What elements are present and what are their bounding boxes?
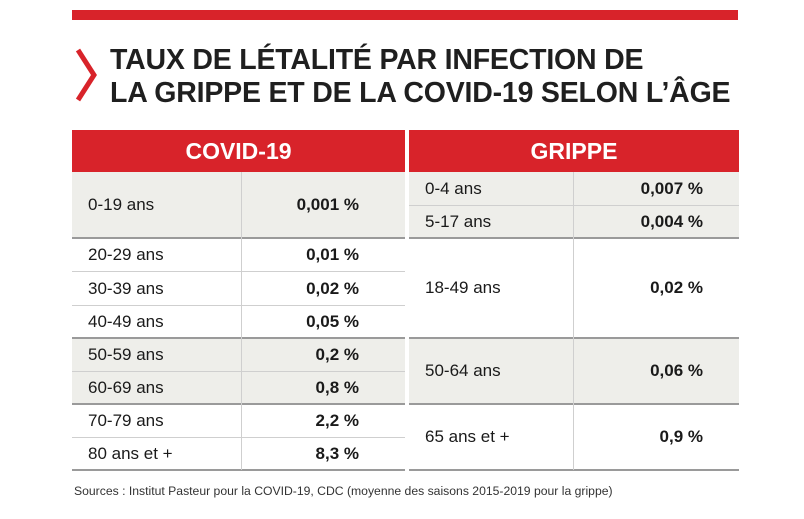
grippe-row-divider [409,205,739,206]
grippe-age-cell: 5-17 ans [425,212,492,231]
grippe-header-label: GRIPPE [530,137,618,164]
source-note: Sources : Institut Pasteur pour la COVID… [74,484,613,498]
covid-rate-cell: 0,05 % [306,312,359,331]
grippe-age-cell: 50-64 ans [425,361,501,380]
covid-group-separator [72,337,405,339]
grippe-rate-cell: 0,9 % [659,427,703,446]
covid-group-separator [72,403,405,405]
covid-row-divider [72,371,405,372]
covid-rate-cell: 0,2 % [315,345,359,364]
covid-rate-cell: 0,01 % [306,244,359,264]
grippe-rate-cell: 0,004 % [640,212,703,231]
covid-rate-cell: 2,2 % [315,411,359,430]
top-accent-bar [72,10,738,20]
grippe-group-separator [409,403,739,405]
covid-rate-cell: 8,3 % [315,444,359,463]
page-title: TAUX DE LÉTALITÉ PAR INFECTION DE LA GRI… [110,44,750,110]
covid-age-cell: 40-49 ans [88,312,164,331]
grippe-group-separator [409,337,739,339]
grippe-rate-cell: 0,02 % [650,278,703,297]
grippe-band-3 [409,338,739,404]
title-line-1: TAUX DE LÉTALITÉ PAR INFECTION DE [110,44,644,76]
title-line-2: LA GRIPPE ET DE LA COVID-19 SELON L’ÂGE [110,77,731,109]
covid-age-cell: 30-39 ans [88,278,164,298]
covid-rate-cell: 0,02 % [306,278,359,298]
covid-column-divider [241,172,242,470]
grippe-rate-cell: 0,06 % [650,361,703,380]
covid-column-header: COVID-19 [72,130,405,172]
grippe-age-cell: 18-49 ans [425,278,501,297]
chevron-right-icon [75,48,97,102]
grippe-column-header: GRIPPE [409,130,739,172]
grippe-age-cell: 0-4 ans [425,178,482,198]
covid-row-divider [72,271,405,272]
grippe-group-separator [409,237,739,239]
grippe-bottom-border [409,469,739,471]
covid-row-divider [72,305,405,306]
covid-bottom-border [72,469,405,471]
covid-age-cell: 60-69 ans [88,378,164,397]
covid-age-cell: 20-29 ans [88,244,164,264]
covid-age-cell: 70-79 ans [88,411,164,430]
covid-age-cell: 50-59 ans [88,345,164,364]
covid-row-divider [72,437,405,438]
covid-header-label: COVID-19 [185,137,292,164]
covid-age-cell: 80 ans et + [88,444,173,463]
covid-rate-cell: 0,001 % [296,195,359,214]
covid-age-cell: 0-19 ans [88,195,155,214]
grippe-rate-cell: 0,007 % [640,178,703,198]
covid-group-separator [72,237,405,239]
grippe-column-divider [573,172,574,470]
covid-rate-cell: 0,8 % [315,378,359,397]
grippe-age-cell: 65 ans et + [425,427,510,446]
covid-band-1 [72,172,405,238]
